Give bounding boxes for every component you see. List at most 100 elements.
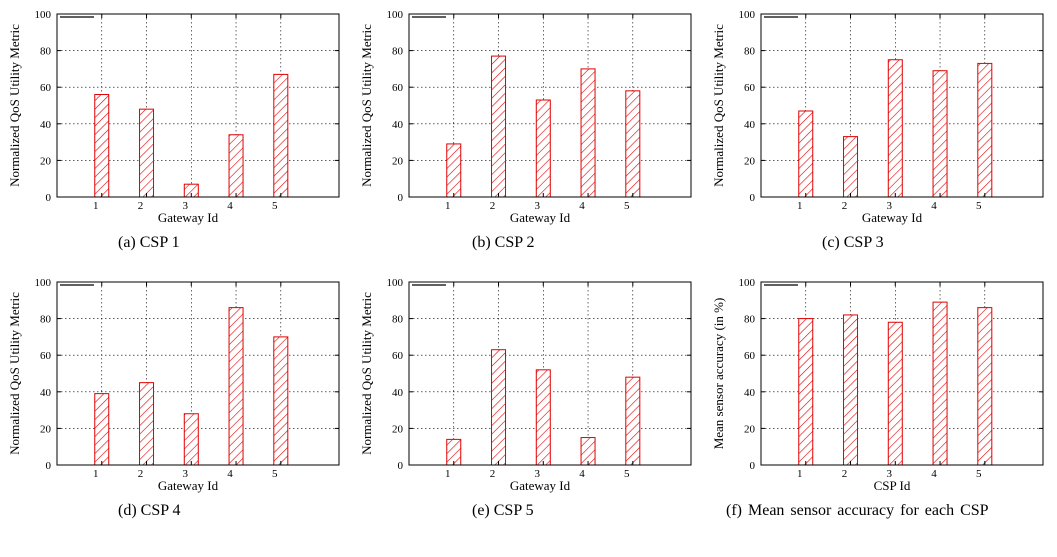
y-tick-label: 60 <box>744 350 756 362</box>
x-axis-title: Gateway Id <box>158 210 219 225</box>
x-tick-label: 5 <box>624 200 630 212</box>
bar-5 <box>977 307 993 466</box>
x-tick-label: 2 <box>842 200 848 212</box>
x-tick-label: 4 <box>931 468 937 480</box>
y-tick-label: 100 <box>387 277 404 289</box>
x-tick-label: 4 <box>227 200 233 212</box>
y-tick-label: 100 <box>739 277 756 289</box>
y-axis-title: Normalized QoS Utility Metric <box>359 24 374 187</box>
y-tick-label: 20 <box>40 155 52 167</box>
y-tick-label: 80 <box>40 314 52 326</box>
y-axis-title: Mean sensor accuracy (in %) <box>711 298 726 450</box>
x-tick-label: 3 <box>183 200 189 212</box>
y-tick-label: 60 <box>40 82 52 94</box>
plot-frame <box>760 281 1044 466</box>
y-tick-label: 20 <box>744 155 756 167</box>
x-tick-label: 5 <box>976 468 982 480</box>
bar-1 <box>446 143 462 198</box>
caption-e: (e) CSP 5 <box>472 502 534 519</box>
bar-5 <box>625 90 641 198</box>
caption-b: (b) CSP 2 <box>472 234 535 251</box>
y-tick-label: 60 <box>392 350 404 362</box>
x-tick-label: 1 <box>797 468 803 480</box>
bar-4 <box>228 134 244 198</box>
caption-c: (c) CSP 3 <box>822 234 884 251</box>
y-tick-label: 0 <box>398 460 404 472</box>
x-tick-label: 1 <box>797 200 803 212</box>
x-tick-label: 2 <box>490 200 496 212</box>
x-tick-label: 4 <box>227 468 233 480</box>
x-tick-label: 5 <box>624 468 630 480</box>
chart-f: 0 20 40 60 80 100 1 2 3 4 5 CSP Id Mean sensor accur… <box>711 277 1044 493</box>
x-tick-label: 2 <box>138 468 144 480</box>
x-tick-label: 5 <box>976 200 982 212</box>
panel-a: 0 20 40 60 80 100 1 2 3 4 5 Gateway Id Normalized Qo… <box>0 0 352 278</box>
x-tick-label: 1 <box>93 200 99 212</box>
bar-4 <box>932 70 948 198</box>
bar-3 <box>535 99 551 198</box>
chart-b: 0 20 40 60 80 100 1 2 3 4 5 Gateway Id Normalized Qo… <box>359 9 692 225</box>
x-axis-title: CSP Id <box>874 478 911 493</box>
bar-3 <box>183 413 199 466</box>
x-tick-label: 3 <box>535 468 541 480</box>
chart-e: 0 20 40 60 80 100 1 2 3 4 5 Gateway Id Normalized Qo… <box>359 277 692 493</box>
y-tick-label: 80 <box>744 314 756 326</box>
y-tick-label: 60 <box>40 350 52 362</box>
panel-b: 0 20 40 60 80 100 1 2 3 4 5 Gateway Id Normalized Qo… <box>352 0 704 278</box>
bar-2 <box>139 108 155 198</box>
y-axis-title: Normalized QoS Utility Metric <box>7 24 22 187</box>
bar-5 <box>273 336 289 466</box>
y-tick-label: 40 <box>392 119 404 131</box>
bar-1 <box>798 110 814 198</box>
y-tick-label: 100 <box>35 9 52 21</box>
y-tick-label: 40 <box>744 119 756 131</box>
x-tick-label: 3 <box>887 468 893 480</box>
y-tick-label: 0 <box>46 460 52 472</box>
y-tick-label: 20 <box>744 423 756 435</box>
y-tick-label: 60 <box>744 82 756 94</box>
plot-frame <box>56 13 340 198</box>
y-tick-label: 0 <box>398 192 404 204</box>
y-tick-label: 100 <box>35 277 52 289</box>
bar-2 <box>139 382 155 466</box>
y-tick-label: 100 <box>739 9 756 21</box>
x-tick-label: 4 <box>931 200 937 212</box>
bar-4 <box>228 307 244 466</box>
y-tick-label: 20 <box>392 155 404 167</box>
bar-4 <box>932 301 948 466</box>
caption-a: (a) CSP 1 <box>118 234 180 251</box>
x-tick-label: 3 <box>887 200 893 212</box>
y-tick-label: 60 <box>392 82 404 94</box>
x-tick-label: 1 <box>93 468 99 480</box>
x-tick-label: 2 <box>490 468 496 480</box>
plot-frame <box>56 281 340 466</box>
x-axis-title: Gateway Id <box>158 478 219 493</box>
panel-f: 0 20 40 60 80 100 1 2 3 4 5 CSP Id Mean sensor accur… <box>704 268 1056 546</box>
y-tick-label: 40 <box>40 119 52 131</box>
x-tick-label: 4 <box>579 468 585 480</box>
x-tick-label: 4 <box>579 200 585 212</box>
panel-d: 0 20 40 60 80 100 1 2 3 4 5 Gateway Id Normalized Qo… <box>0 268 352 546</box>
x-axis-title: Gateway Id <box>510 210 571 225</box>
bar-5 <box>625 376 641 466</box>
x-axis-title: Gateway Id <box>862 210 923 225</box>
y-tick-label: 80 <box>392 314 404 326</box>
bar-3 <box>535 369 551 466</box>
bar-4 <box>580 68 596 198</box>
y-tick-label: 80 <box>392 46 404 58</box>
y-tick-label: 20 <box>40 423 52 435</box>
bar-5 <box>977 62 993 198</box>
y-tick-label: 20 <box>392 423 404 435</box>
x-tick-label: 1 <box>445 200 451 212</box>
y-tick-label: 40 <box>744 387 756 399</box>
bar-3 <box>887 59 903 198</box>
y-tick-label: 80 <box>744 46 756 58</box>
bar-3 <box>887 321 903 466</box>
y-tick-label: 0 <box>750 192 756 204</box>
y-tick-label: 80 <box>40 46 52 58</box>
chart-c: 0 20 40 60 80 100 1 2 3 4 5 Gateway Id Normalized Qo… <box>711 9 1044 225</box>
x-tick-label: 5 <box>272 200 278 212</box>
y-tick-label: 40 <box>392 387 404 399</box>
y-tick-label: 0 <box>750 460 756 472</box>
y-tick-label: 100 <box>387 9 404 21</box>
